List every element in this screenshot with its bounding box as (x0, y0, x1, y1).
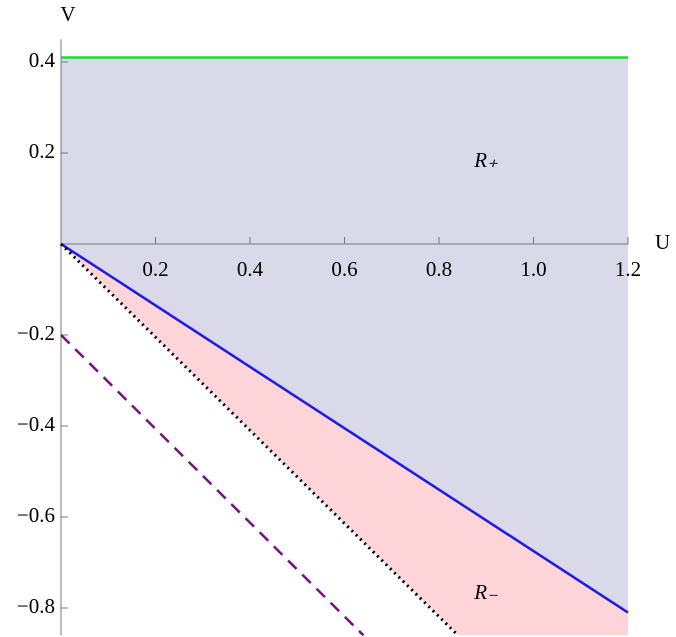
x-tick-label: 0.8 (426, 257, 452, 281)
x-axis-label: U (655, 230, 670, 254)
series-line (60, 334, 365, 637)
y-tick-label: −0.8 (17, 594, 55, 618)
region-fill (61, 57, 628, 613)
region-label: R₊ (473, 148, 498, 172)
y-tick-label: 0.4 (29, 48, 56, 72)
x-tick-label: 0.2 (142, 257, 168, 281)
y-tick-label: −0.4 (17, 412, 56, 436)
region-label: R₋ (473, 580, 498, 604)
x-tick-label: 0.6 (331, 257, 357, 281)
y-tick-label: −0.2 (17, 321, 55, 345)
y-axis-label: V (60, 2, 75, 26)
region-fill (61, 244, 628, 636)
x-tick-label: 1.0 (520, 257, 546, 281)
x-tick-label: 0.4 (237, 257, 264, 281)
y-tick-label: 0.2 (29, 139, 55, 163)
series-line (60, 242, 629, 614)
x-tick-label: 1.2 (615, 257, 641, 281)
y-tick-label: −0.6 (17, 503, 55, 527)
